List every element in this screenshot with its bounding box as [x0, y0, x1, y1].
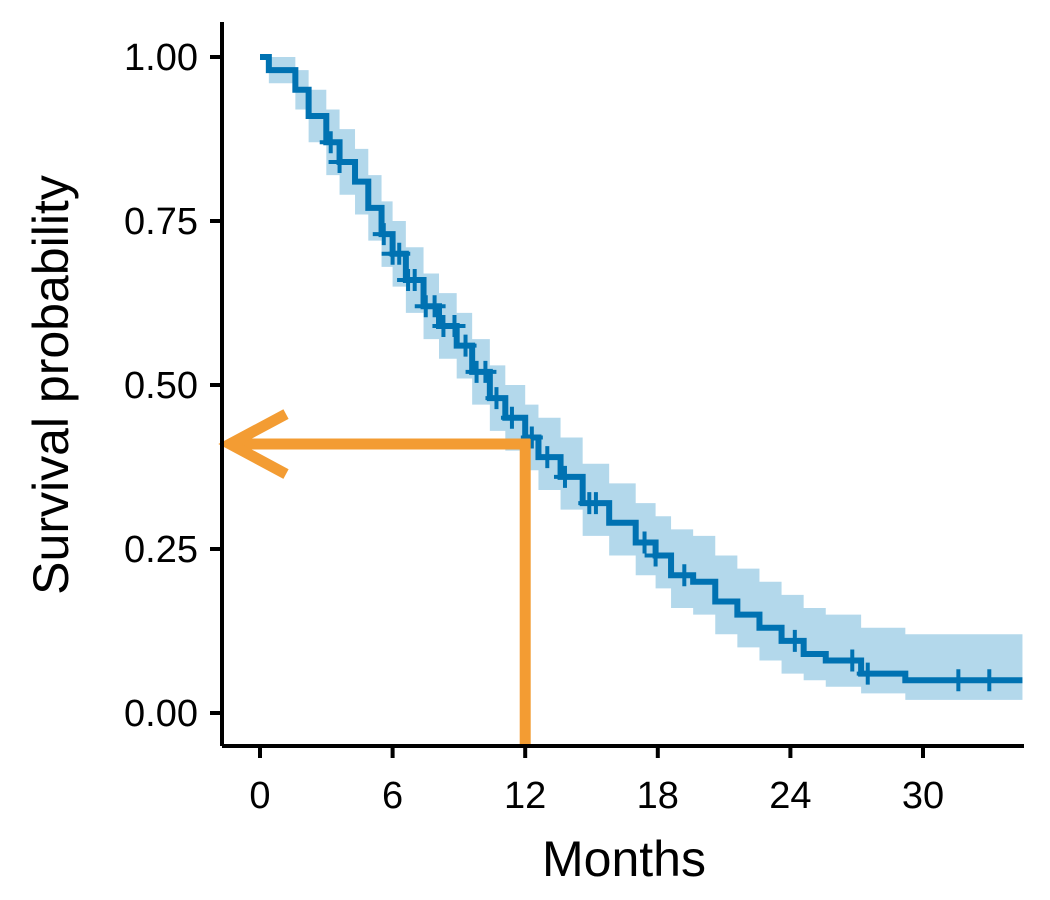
y-axis: 0.00 0.25 0.50 0.75 1.00 Survival probabilit… [23, 22, 224, 746]
censor-mark [423, 295, 446, 318]
censor-mark [328, 150, 351, 173]
survival-curve [260, 54, 1023, 684]
x-axis-title: Months [542, 831, 706, 887]
censor-mark [584, 492, 607, 515]
censor-mark [403, 269, 426, 292]
y-tick-label: 0.25 [124, 529, 198, 571]
median-annotation [218, 409, 531, 746]
x-tick-label: 12 [504, 775, 546, 817]
censor-mark [536, 446, 559, 469]
censor-mark [947, 669, 970, 692]
y-tick-label: 1.00 [124, 37, 198, 79]
x-ticks: 0 6 12 18 24 30 [249, 746, 944, 817]
censor-mark [474, 360, 497, 383]
censor-mark [673, 564, 696, 587]
x-tick-label: 30 [902, 775, 944, 817]
censor-mark [978, 669, 1001, 692]
x-tick-label: 24 [769, 775, 811, 817]
censor-mark [443, 314, 466, 337]
censor-mark [644, 544, 667, 567]
y-tick-label: 0.50 [124, 365, 198, 407]
y-tick-label: 0.75 [124, 201, 198, 243]
censor-mark [372, 223, 395, 246]
x-tick-label: 0 [249, 775, 270, 817]
censor-mark [553, 465, 576, 488]
y-tick-label: 0.00 [124, 693, 198, 735]
censor-mark [500, 406, 523, 429]
censor-mark [454, 334, 477, 357]
censor-mark [783, 629, 806, 652]
plot-area [218, 54, 1023, 746]
censor-mark [319, 131, 342, 154]
y-axis-title: Survival probability [23, 175, 79, 595]
censor-marks [319, 131, 1001, 692]
censor-mark [633, 531, 656, 554]
censor-mark [841, 649, 864, 672]
confidence-band [260, 57, 1023, 700]
censor-mark [856, 662, 879, 685]
x-tick-label: 6 [382, 775, 403, 817]
arrowhead-icon [218, 409, 289, 479]
censor-mark [520, 426, 543, 449]
censor-mark [485, 387, 508, 410]
x-tick-label: 18 [637, 775, 679, 817]
x-axis: 0 6 12 18 24 30 Months [222, 744, 1024, 887]
y-ticks: 0.00 0.25 0.50 0.75 1.00 [124, 37, 222, 735]
censor-mark [388, 242, 411, 265]
